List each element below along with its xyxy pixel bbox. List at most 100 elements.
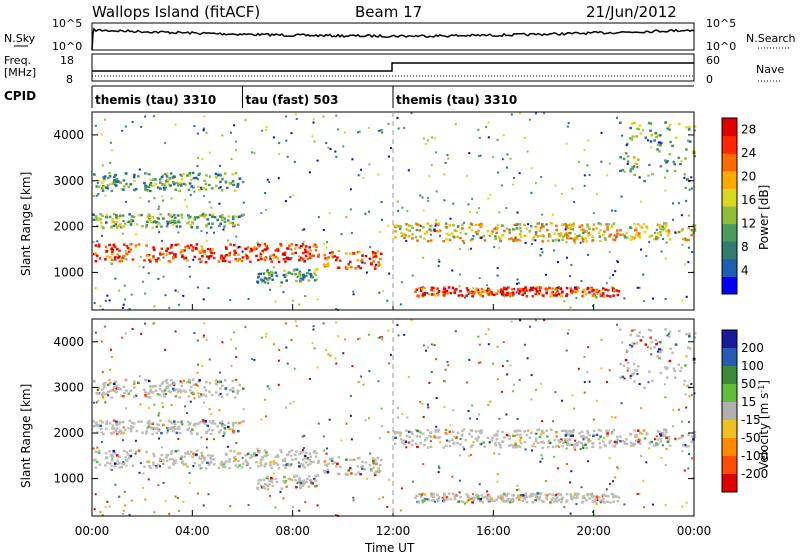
velocity-cell xyxy=(540,454,543,457)
power-cell xyxy=(170,215,174,218)
power-cell xyxy=(398,225,402,228)
power-cell xyxy=(583,149,586,152)
nsearch-tick-top: 10^5 xyxy=(706,17,736,30)
velocity-cell xyxy=(219,462,223,465)
power-cell xyxy=(228,221,232,224)
power-cell xyxy=(214,172,218,176)
velocity-cell xyxy=(299,462,303,466)
velocity-cell xyxy=(301,435,304,438)
velocity-cell xyxy=(102,386,106,389)
velocity-cell xyxy=(418,430,421,433)
velocity-cell xyxy=(472,493,474,496)
power-cell xyxy=(148,217,151,221)
velocity-cell xyxy=(257,449,260,453)
power-cell xyxy=(164,294,167,297)
velocity-cell xyxy=(205,446,208,449)
velocity-cell xyxy=(595,503,598,506)
velocity-cell xyxy=(596,499,599,502)
velocity-cell xyxy=(661,431,665,435)
velocity-cell xyxy=(538,435,542,439)
power-cell xyxy=(106,294,109,297)
velocity-cell xyxy=(244,454,247,457)
velocity-cell xyxy=(629,344,632,347)
velocity-cell xyxy=(172,389,176,393)
velocity-cell xyxy=(290,454,293,457)
power-cell xyxy=(219,180,222,184)
velocity-cell xyxy=(155,432,159,435)
power-cell xyxy=(569,288,573,292)
power-cell xyxy=(571,290,574,293)
velocity-cell xyxy=(387,362,390,365)
power-cell xyxy=(377,130,380,132)
velocity-cell xyxy=(481,501,485,504)
velocity-cell xyxy=(386,505,389,508)
velocity-cell xyxy=(578,432,581,435)
velocity-cell xyxy=(211,454,214,457)
velocity-cell xyxy=(263,449,267,452)
velocity-cell xyxy=(344,338,346,341)
power-cell xyxy=(229,243,232,246)
velocity-cell xyxy=(308,378,311,380)
power-cell xyxy=(303,260,306,263)
velocity-cell xyxy=(432,499,436,502)
velocity-cell xyxy=(690,383,693,385)
velocity-cell xyxy=(536,492,539,495)
power-cell xyxy=(198,189,201,192)
velocity-cell xyxy=(322,469,326,472)
velocity-cell xyxy=(578,440,581,444)
power-cell xyxy=(191,222,194,225)
power-cell xyxy=(244,119,247,122)
power-cell xyxy=(147,200,150,203)
power-cell xyxy=(538,229,542,232)
velocity-cell xyxy=(301,484,305,487)
power-cell xyxy=(316,159,319,162)
velocity-cell xyxy=(263,483,267,486)
power-cell xyxy=(395,224,399,227)
velocity-cell xyxy=(285,485,288,488)
velocity-cell xyxy=(110,431,113,435)
power-cell xyxy=(545,290,548,293)
velocity-cell xyxy=(145,430,149,433)
power-cell xyxy=(178,181,182,185)
velocity-cell xyxy=(333,461,337,464)
velocity-cell xyxy=(644,343,648,346)
velocity-cell xyxy=(151,427,155,430)
velocity-cell xyxy=(241,387,245,390)
velocity-cell xyxy=(111,424,115,427)
velocity-cell xyxy=(290,478,294,482)
power-cell xyxy=(538,291,541,294)
power-cell xyxy=(279,242,282,246)
power-cell xyxy=(314,268,317,271)
velocity-cell xyxy=(463,448,466,451)
velocity-cell xyxy=(345,473,349,476)
power-cell xyxy=(203,250,206,253)
velocity-cell xyxy=(593,498,596,502)
power-cell xyxy=(106,184,110,187)
power-cell xyxy=(224,180,228,183)
power-cell xyxy=(685,126,688,129)
power-cell xyxy=(312,121,315,124)
power-cell xyxy=(379,257,382,261)
velocity-cell xyxy=(665,436,668,439)
velocity-cell xyxy=(123,461,126,464)
power-cell xyxy=(554,184,557,187)
power-cell xyxy=(661,228,665,231)
power-cell xyxy=(480,222,483,226)
power-cell xyxy=(590,287,593,290)
power-cell xyxy=(480,224,483,227)
velocity-cell xyxy=(200,436,203,439)
power-cell xyxy=(191,171,195,175)
velocity-cell xyxy=(539,460,542,463)
power-cell xyxy=(595,297,598,300)
power-cell xyxy=(316,298,319,301)
velocity-cell xyxy=(460,500,463,503)
velocity-cell xyxy=(416,445,419,449)
power-cell xyxy=(269,254,273,257)
power-cell xyxy=(422,226,425,229)
power-cell xyxy=(120,259,123,263)
velocity-cell xyxy=(570,496,573,500)
power-cell xyxy=(104,258,107,261)
velocity-cell xyxy=(549,501,552,504)
velocity-cell xyxy=(223,431,226,434)
